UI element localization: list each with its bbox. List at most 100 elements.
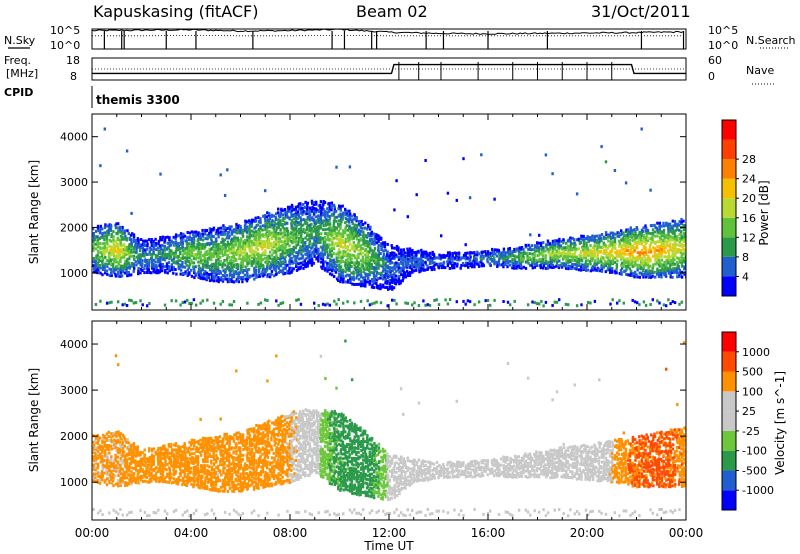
range-cell: [625, 240, 628, 244]
range-cell: [596, 252, 599, 256]
range-cell: [135, 263, 138, 267]
range-cell: [197, 252, 200, 256]
range-cell: [359, 267, 362, 271]
range-cell: [270, 221, 273, 224]
range-cell: [664, 271, 667, 275]
range-cell: [259, 219, 262, 223]
range-cell: [94, 466, 97, 470]
range-cell: [332, 247, 336, 251]
range-cell: [322, 201, 325, 205]
range-cell: [591, 259, 594, 262]
range-cell: [678, 237, 682, 240]
range-cell: [119, 259, 122, 263]
range-cell: [487, 255, 490, 259]
range-cell: [137, 238, 140, 242]
range-cell: [448, 258, 452, 262]
range-cell: [538, 233, 541, 237]
range-cell: [148, 302, 151, 305]
range-cell: [470, 265, 474, 269]
range-cell: [620, 244, 623, 248]
range-cell: [584, 255, 588, 259]
range-cell: [402, 254, 405, 258]
range-cell: [329, 257, 332, 261]
range-cell: [348, 165, 352, 169]
range-cell: [118, 228, 122, 232]
range-cell: [257, 227, 260, 231]
range-cell: [335, 215, 339, 219]
range-cell: [92, 227, 95, 231]
range-cell: [417, 257, 421, 261]
range-cell: [145, 475, 148, 479]
range-cell: [343, 252, 347, 256]
range-cell: [624, 238, 627, 242]
range-cell: [580, 303, 583, 307]
range-cell: [246, 225, 249, 229]
range-cell: [277, 263, 281, 267]
range-cell: [292, 267, 295, 271]
range-cell: [257, 229, 260, 233]
range-cell: [676, 248, 679, 252]
range-cell: [351, 222, 354, 226]
range-cell: [207, 273, 211, 276]
range-cell: [187, 260, 191, 264]
range-cell: [321, 248, 324, 252]
range-cell: [233, 235, 236, 239]
range-cell: [352, 247, 355, 251]
range-cell: [322, 224, 325, 228]
range-cell: [128, 457, 131, 461]
range-cell: [484, 299, 487, 303]
range-cell: [646, 238, 650, 242]
range-cell: [121, 442, 124, 446]
range-cell: [326, 268, 329, 272]
range-cell: [291, 205, 294, 209]
range-cell: [634, 232, 637, 236]
range-cell: [192, 244, 195, 248]
range-cell: [582, 268, 585, 271]
range-cell: [93, 443, 96, 447]
range-cell: [259, 301, 262, 305]
range-cell: [649, 257, 652, 261]
range-cell: [600, 239, 603, 243]
range-cell: [352, 217, 356, 221]
range-cell: [626, 234, 630, 238]
range-cell: [197, 272, 201, 276]
range-cell: [210, 268, 213, 272]
range-cell: [548, 248, 552, 251]
range-cell: [130, 238, 133, 241]
range-cell: [531, 266, 534, 270]
range-cell: [194, 230, 198, 234]
nsky-panel: [91, 28, 687, 50]
range-cell: [364, 278, 367, 282]
range-cell: [571, 236, 574, 240]
range-cell: [326, 238, 329, 241]
range-cell: [618, 254, 621, 258]
range-cell: [413, 251, 416, 255]
range-cell: [200, 258, 203, 262]
range-cell: [326, 213, 329, 216]
range-cell: [115, 449, 118, 453]
range-cell: [649, 259, 652, 263]
range-cell: [631, 253, 634, 257]
range-cell: [282, 219, 285, 223]
range-cell: [197, 256, 201, 260]
range-cell: [110, 438, 113, 442]
range-cell: [105, 437, 108, 441]
range-cell: [108, 225, 111, 229]
range-cell: [342, 301, 345, 305]
range-cell: [275, 257, 279, 261]
range-cell: [291, 252, 294, 256]
range-cell: [254, 235, 257, 239]
range-cell: [151, 260, 154, 264]
range-cell: [164, 265, 167, 269]
range-cell: [299, 245, 302, 249]
range-cell: [354, 244, 358, 248]
range-cell: [170, 251, 173, 255]
range-cell: [609, 270, 612, 274]
range-cell: [357, 234, 360, 238]
range-cell: [495, 260, 498, 264]
range-cell: [137, 259, 140, 263]
range-cell: [484, 254, 488, 258]
range-cell: [464, 264, 467, 268]
range-cell: [675, 250, 679, 254]
range-cell: [604, 264, 607, 268]
